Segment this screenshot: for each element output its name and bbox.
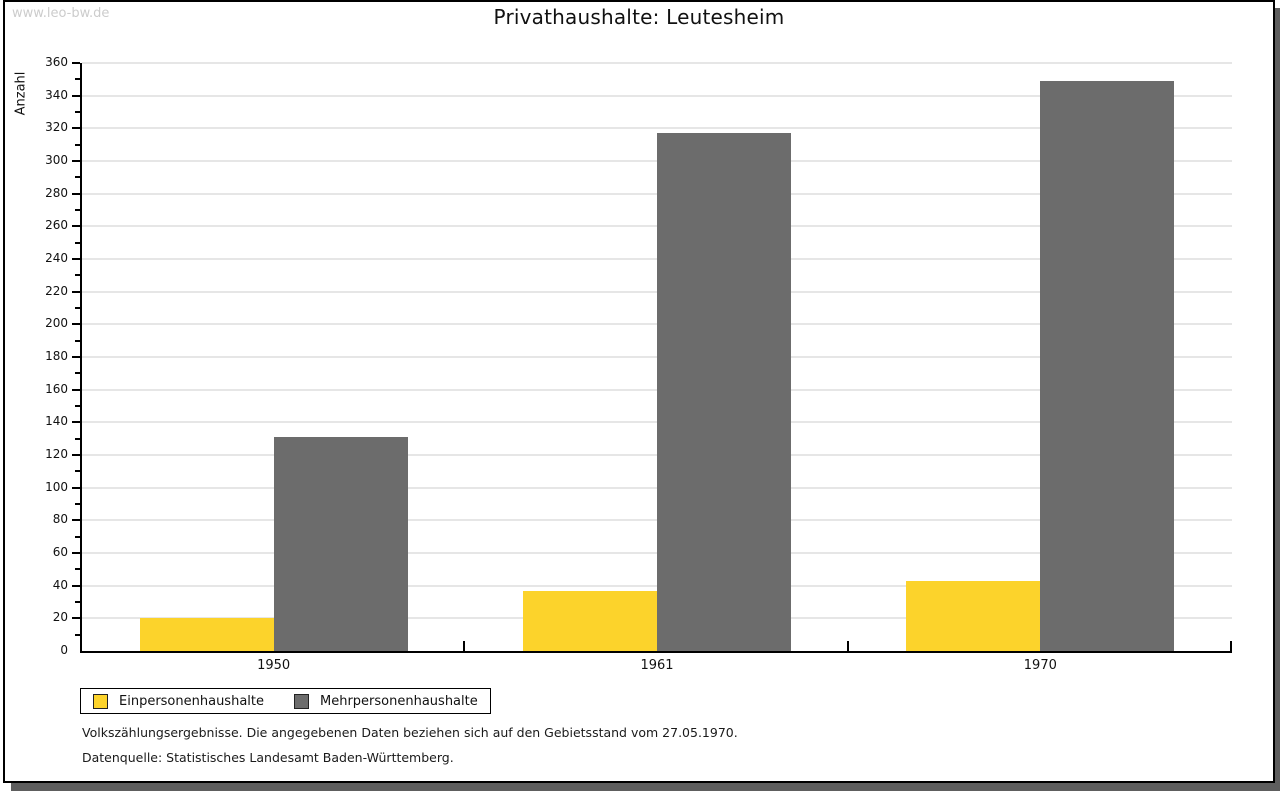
y-axis-tick-label: 260 [45,218,68,233]
y-axis-minor-tick [75,176,80,179]
y-axis-tick [72,323,80,326]
y-axis-minor-tick [75,372,80,375]
y-axis-minor-tick [75,111,80,113]
y-axis-tick-label: 180 [45,349,68,363]
bar-mehrpersonenhaushalte-1970 [1040,81,1175,651]
y-axis-tick [72,160,80,162]
y-axis-minor-tick [75,568,80,571]
y-axis-tick-label: 300 [45,153,68,167]
chart-title: Privathaushalte: Leutesheim [493,5,785,29]
x-axis-tick [846,641,849,651]
y-axis-tick-label: 0 [60,643,68,657]
y-axis-tick-label: 320 [45,120,68,135]
y-axis-tick [72,225,80,228]
y-axis-tick-label: 80 [52,512,68,527]
y-axis-tick [72,388,80,391]
y-axis-tick [72,258,80,260]
y-axis-minor-tick [75,241,80,244]
y-axis-minor-tick [75,601,80,603]
watermark: www.leo-bw.de [12,6,110,21]
y-axis-tick [72,94,80,97]
x-axis-category-label: 1970 [1023,658,1057,673]
legend-label: Mehrpersonenhaushalte [320,693,478,709]
y-axis-tick [72,192,80,195]
legend-item: Einpersonenhaushalte [93,693,264,709]
y-axis-tick [72,519,80,522]
y-axis-tick [72,62,80,64]
y-axis-tick-label: 40 [52,577,68,592]
y-axis-minor-tick [75,470,80,473]
legend-label: Einpersonenhaushalte [119,693,264,709]
y-axis-minor-tick [75,339,80,342]
y-axis-tick-label: 200 [45,316,68,331]
x-axis-line [80,651,1232,653]
y-axis-minor-tick [75,143,80,146]
y-axis-minor-tick [75,405,80,407]
y-axis-tick [72,127,80,130]
y-axis-tick [72,454,80,456]
y-axis-tick-label: 20 [52,610,68,625]
y-axis-tick [72,552,80,554]
chart-frame: www.leo-bw.de Privathaushalte: Leuteshei… [3,0,1275,783]
y-axis-tick-label: 160 [45,381,68,396]
legend-item: Mehrpersonenhaushalte [294,693,478,709]
y-axis-minor-tick [75,633,80,636]
plot-area: 0 20 40 60 80 100 120 140 160 180 200 220 240 260 280 3… [45,55,1232,673]
x-axis-tick [1230,641,1232,651]
y-axis-minor-tick [75,209,80,211]
gridline [82,127,1232,130]
gridline [82,62,1232,64]
y-axis-tick-label: 280 [45,185,68,200]
footnote-source-note: Volkszählungsergebnisse. Die angegebenen… [82,725,738,740]
y-axis-tick [72,290,80,293]
x-axis-tick [463,641,466,651]
bar-einpersonenhaushalte-1970 [906,581,1041,651]
bar-mehrpersonenhaushalte-1961 [657,133,791,651]
y-axis-minor-tick [75,78,80,81]
bar-einpersonenhaushalte-1961 [523,591,657,651]
y-axis-tick [72,617,80,620]
y-axis-tick-label: 220 [45,283,68,298]
y-axis-tick [72,356,80,358]
y-axis-tick-label: 360 [45,55,68,69]
y-axis-tick-label: 240 [45,251,68,265]
bar-einpersonenhaushalte-1950 [139,618,274,651]
y-axis-minor-tick [75,307,80,309]
y-axis-minor-tick [75,437,80,440]
legend-swatch-einpersonenhaushalte [93,693,108,709]
y-axis-tick-label: 60 [52,545,68,559]
y-axis-tick-label: 120 [45,447,68,461]
x-axis-category-label: 1961 [640,658,674,673]
y-axis-minor-tick [75,503,80,505]
bar-mehrpersonenhaushalte-1950 [273,437,408,651]
legend-swatch-mehrpersonenhaushalte [294,693,309,709]
y-axis-tick [72,584,80,587]
footnote-data-source: Datenquelle: Statistisches Landesamt Bad… [82,750,454,765]
gridline [82,94,1232,97]
y-axis-minor-tick [75,274,80,277]
x-axis-category-label: 1950 [257,658,291,673]
y-axis-tick-label: 340 [45,87,68,102]
y-axis-minor-tick [75,535,80,538]
y-axis-tick-label: 100 [45,479,68,494]
y-axis-tick [72,421,80,424]
y-axis-tick [72,486,80,489]
legend: Einpersonenhaushalte Mehrpersonenhaushal… [80,688,491,714]
y-axis-line [80,63,82,653]
y-axis-tick-label: 140 [45,414,68,429]
